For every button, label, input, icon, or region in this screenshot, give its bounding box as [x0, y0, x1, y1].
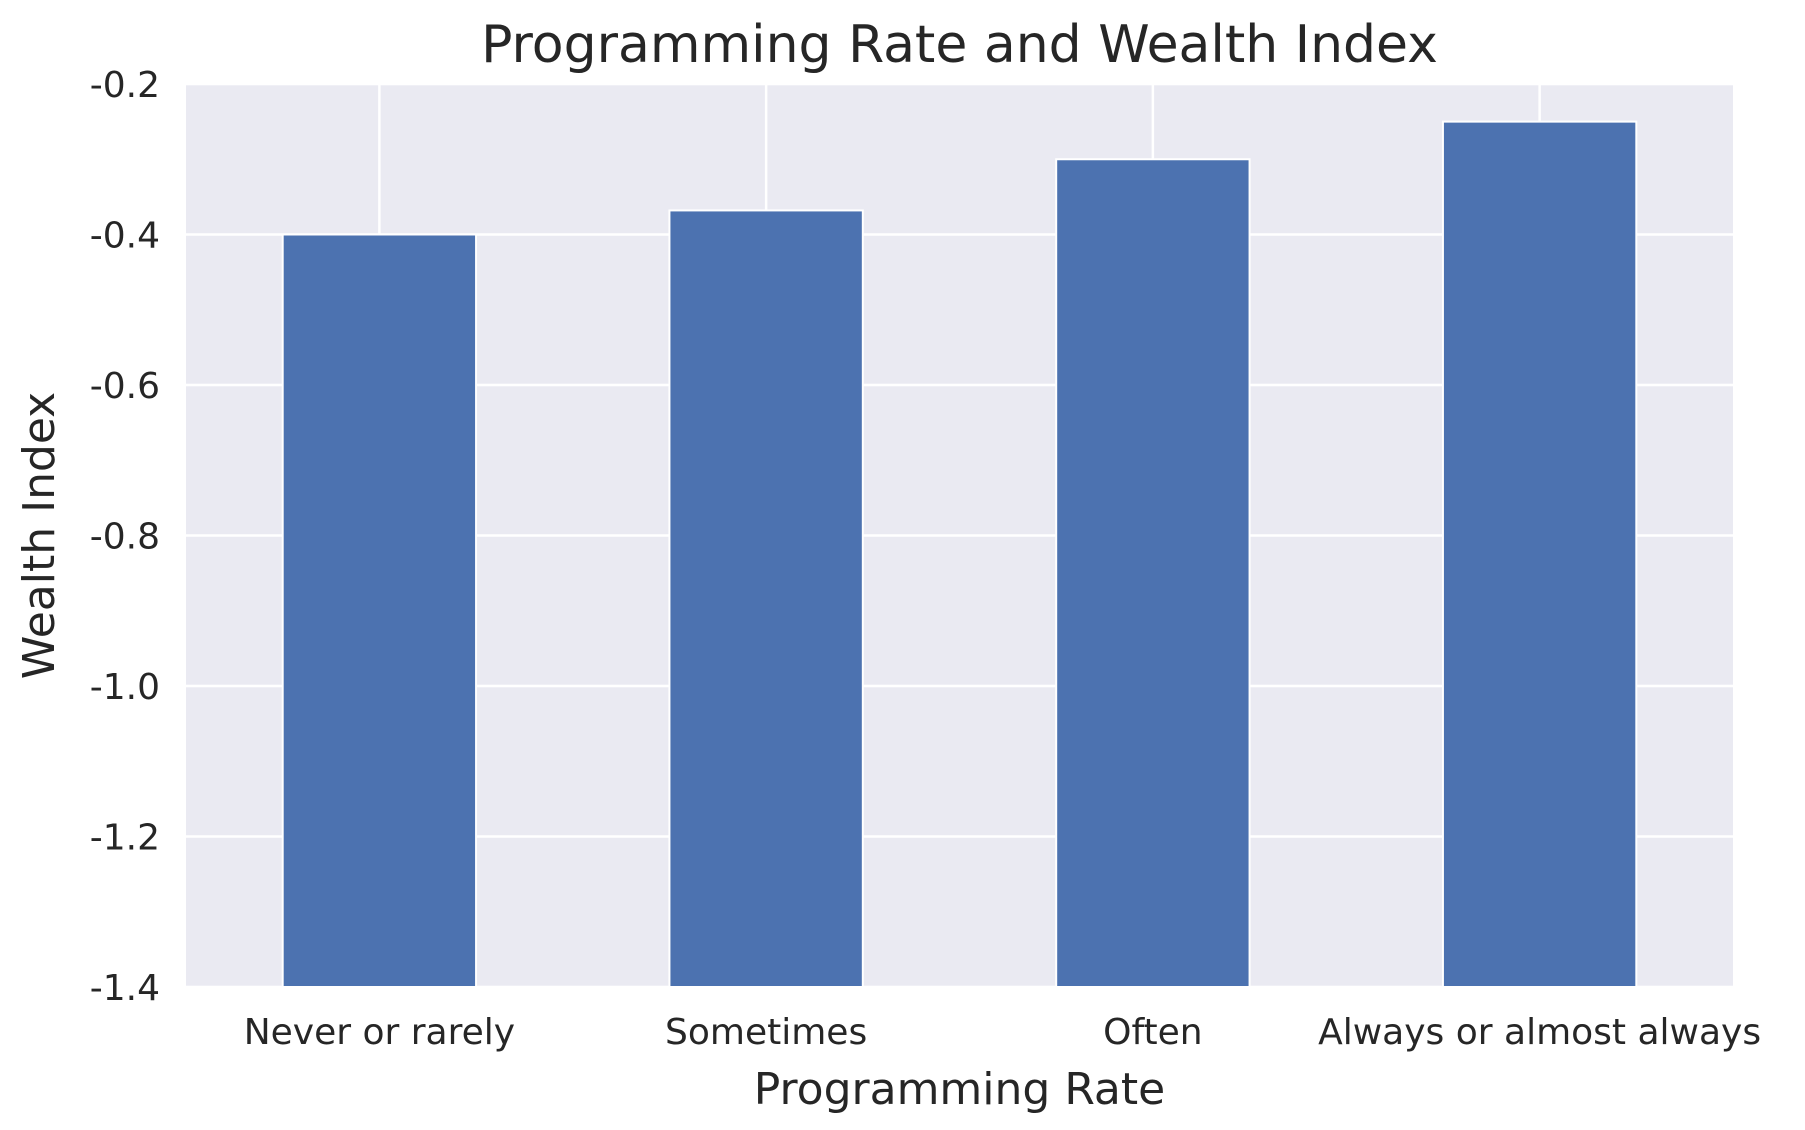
y-tick-label: -1.0: [90, 667, 160, 708]
x-tick-label: Sometimes: [665, 1012, 867, 1053]
y-tick-label: -0.4: [90, 216, 160, 257]
y-axis-label: Wealth Index: [14, 392, 65, 679]
y-tick-label: -0.6: [90, 366, 160, 407]
bar: [281, 233, 478, 988]
chart-title: Programming Rate and Wealth Index: [481, 15, 1438, 75]
y-tick-label: -0.2: [90, 65, 160, 106]
bar: [668, 209, 864, 989]
y-tick-label: -0.8: [90, 517, 160, 558]
x-tick-label: Always or almost always: [1318, 1012, 1761, 1053]
x-tick-label: Often: [1103, 1012, 1202, 1053]
y-tick-labels: -1.4 -1.2 -1.0 -0.8 -0.6 -0.4 -0.2: [90, 65, 160, 1009]
y-tick-label: -1.2: [90, 818, 160, 859]
bar: [1055, 158, 1251, 988]
y-tick-label: -1.4: [90, 968, 160, 1009]
x-tick-label: Never or rarely: [244, 1012, 515, 1053]
x-tick-labels: Never or rarely Sometimes Often Always or a…: [244, 1012, 1761, 1053]
bars: [281, 120, 1638, 989]
bar: [1441, 120, 1638, 988]
x-axis-label: Programming Rate: [754, 1064, 1165, 1115]
